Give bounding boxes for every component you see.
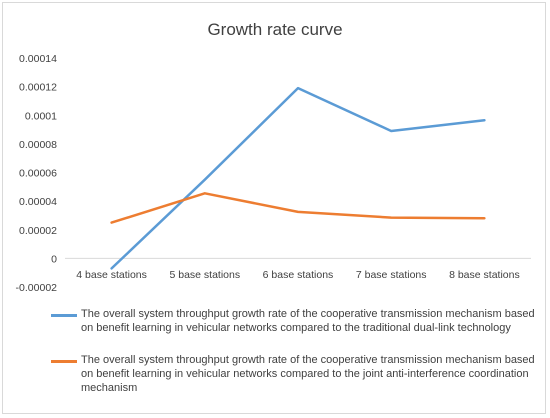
chart-svg: Growth rate curve 0.000140.000120.00010.… [16, 20, 531, 294]
x-tick-label: 5 base stations [169, 269, 240, 281]
series-lines [110, 86, 486, 270]
series-line-1 [110, 86, 486, 270]
chart-frame: Growth rate curve 0.00014 0.00012 0.0001 0.… [2, 2, 546, 414]
x-tick-label: 6 base stations [263, 269, 334, 281]
y-tick-label: 0.00002 [19, 225, 57, 237]
axes: 0.00014 0.00012 0.0001 0.00008 0.00006 0.0000… [16, 53, 531, 294]
legend-label-series-2: The overall system throughput growth rat… [81, 354, 535, 394]
y-tick-label: 0.00014 [19, 53, 57, 65]
legend: The overall system throughput growth rat… [51, 303, 541, 413]
x-tick-label: 7 base stations [356, 269, 427, 281]
series-line-2 [110, 192, 486, 224]
y-tick-label: 0.00008 [19, 139, 57, 151]
chart-title: Growth rate curve [207, 20, 342, 39]
legend-swatch-series-2 [51, 360, 77, 363]
legend-swatch-series-1 [51, 314, 77, 317]
y-tick-label: -0.00002 [16, 282, 58, 294]
x-tick-label: 8 base stations [449, 269, 520, 281]
y-tick-label: 0.0001 [25, 110, 57, 122]
x-tick-label: 4 base stations [76, 269, 147, 281]
y-tick-label: 0 [51, 253, 57, 265]
y-tick-label: 0.00006 [19, 168, 57, 180]
legend-label-series-1: The overall system throughput growth rat… [81, 308, 535, 334]
y-tick-label: 0.00004 [19, 196, 57, 208]
y-tick-label: 0.00012 [19, 82, 57, 94]
